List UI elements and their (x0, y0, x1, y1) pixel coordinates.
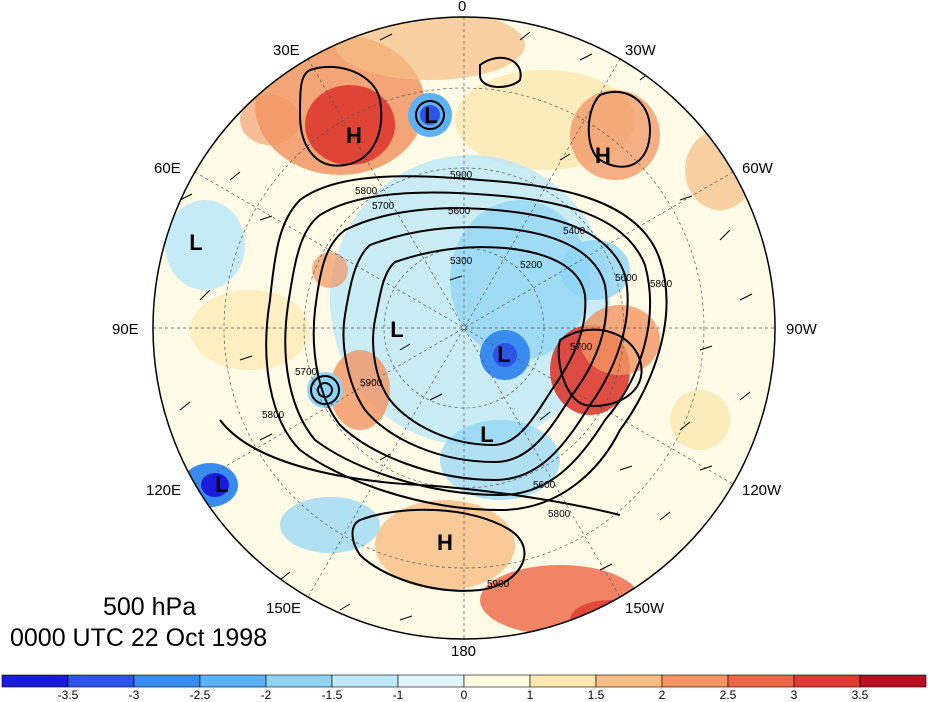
colorbar-label: 1.5 (587, 688, 605, 702)
colorbar-label: 1 (526, 688, 534, 702)
pressure-centers: H L H L L L L L H (189, 103, 611, 555)
colorbar-swatch (463, 674, 531, 688)
lon-label-120e: 120E (146, 482, 182, 499)
colorbar-swatch (859, 674, 927, 688)
low-japan: L (215, 472, 228, 497)
colorbar-swatch (727, 674, 795, 688)
colorbar-swatch (199, 674, 267, 688)
colorbar-swatch (595, 674, 663, 688)
colorbar-label: 3 (790, 688, 798, 702)
contour-label: 5800 (650, 279, 673, 290)
low-norwegian: L (424, 103, 437, 128)
contour-labels: 5800 5900 5700 5600 5300 5400 5200 5800 … (262, 170, 673, 590)
colorbar-swatch (397, 674, 465, 688)
lon-label-90e: 90E (112, 321, 139, 338)
contour-label: 5600 (615, 273, 638, 284)
lon-label-30e: 30E (273, 42, 300, 59)
colorbar-swatch (1, 674, 69, 688)
contour-label: 5700 (295, 367, 318, 378)
colorbar-label: -3 (128, 688, 140, 702)
high-atlantic: H (595, 143, 611, 168)
colorbar-swatch (661, 674, 729, 688)
title-level: 500 hPa (103, 593, 197, 621)
contour-label: 5300 (450, 256, 473, 267)
colorbar (1, 674, 927, 688)
colorbar-label: -3.5 (57, 688, 79, 702)
low-canada: L (497, 342, 510, 367)
colorbar-swatch (133, 674, 201, 688)
high-pacific: H (437, 530, 453, 555)
colorbar-swatch (331, 674, 399, 688)
contour-label: 5900 (487, 579, 510, 590)
colorbar-label: 2 (658, 688, 666, 702)
low-pole: L (390, 317, 403, 342)
colorbar-label: 3.5 (851, 688, 869, 702)
colorbar-label: -2 (260, 688, 272, 702)
contour-label: 5800 (548, 509, 571, 520)
colorbar-swatch (529, 674, 597, 688)
colorbar-label: -1.5 (321, 688, 343, 702)
lon-label-0: 0 (458, 0, 467, 15)
contour-label: 5900 (450, 170, 473, 181)
lon-label-150w: 150W (625, 600, 665, 617)
lon-label-150e: 150E (266, 600, 302, 617)
colorbar-label: 2.5 (719, 688, 737, 702)
lon-label-60w: 60W (742, 160, 773, 177)
height-contours (219, 56, 668, 592)
contour-label: 5700 (372, 201, 395, 212)
lon-label-180: 180 (451, 643, 477, 660)
low-central-asia: L (189, 230, 202, 255)
lon-label-30w: 30W (625, 42, 656, 59)
contour-label: 5800 (355, 186, 378, 197)
anomaly-field (153, 17, 775, 639)
colorbar-label: -2.5 (189, 688, 211, 702)
contour-label: 5600 (448, 206, 471, 217)
lon-label-90w: 90W (786, 321, 817, 338)
colorbar-swatch (793, 674, 861, 688)
colorbar-label: -1 (392, 688, 404, 702)
low-siberia: L (480, 422, 493, 447)
map-border (152, 16, 776, 640)
high-barents: H (346, 123, 362, 148)
contour-label: 5200 (520, 260, 543, 271)
contour-label: 5400 (563, 226, 586, 237)
title-datetime: 0000 UTC 22 Oct 1998 (10, 624, 268, 652)
contour-label: 5900 (360, 378, 383, 389)
colorbar-label: 0 (460, 688, 468, 702)
contour-label: 5700 (570, 342, 593, 353)
contour-label: 5600 (533, 480, 556, 491)
contour-label: 5800 (262, 410, 285, 421)
lon-label-60e: 60E (154, 160, 181, 177)
colorbar-swatch (67, 674, 135, 688)
colorbar-swatch (265, 674, 333, 688)
lon-label-120w: 120W (742, 482, 782, 499)
